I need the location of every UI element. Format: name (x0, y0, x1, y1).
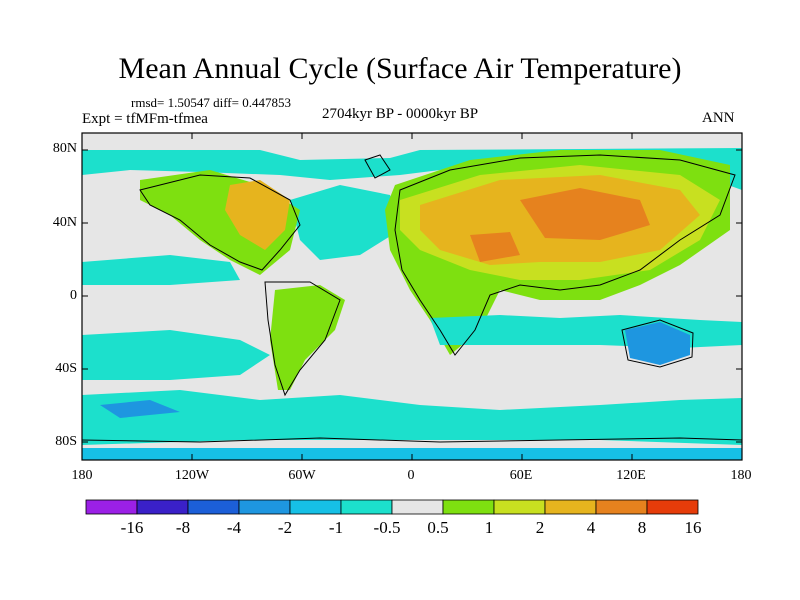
colorbar (85, 499, 699, 515)
map-title: Mean Annual Cycle (Surface Air Temperatu… (118, 52, 682, 85)
colorbar-label: -4 (226, 518, 242, 537)
colorbar-label: -8 (175, 518, 191, 537)
colorbar-swatch (136, 499, 189, 515)
coastlines (82, 154, 742, 443)
lat-label-80s: 80S (55, 434, 77, 449)
colorbar-swatch (238, 499, 291, 515)
colorbar-swatch (289, 499, 342, 515)
colorbar-swatch (544, 499, 597, 515)
colorbar-swatch (595, 499, 648, 515)
colorbar-label: 0.5 (427, 518, 449, 537)
colorbar-swatch (85, 499, 138, 515)
lat-label-0: 0 (70, 288, 77, 303)
colorbar-label: 4 (586, 518, 596, 537)
experiment-label: Expt = tfMFm-tfmea (82, 111, 208, 127)
colorbar-swatch (187, 499, 240, 515)
colorbar-swatch (442, 499, 495, 515)
colorbar-label: -2 (277, 518, 293, 537)
lon-label-180w: 180 (71, 468, 93, 483)
lon-label-180e: 180 (730, 468, 752, 483)
lat-label-40s: 40S (55, 361, 77, 376)
lat-label-80n: 80N (52, 141, 77, 156)
colorbar-swatch (493, 499, 546, 515)
lon-label-0: 0 (407, 468, 415, 483)
colorbar-swatch (646, 499, 699, 515)
axis-ticks (82, 133, 742, 460)
colorbar-label: 1 (484, 518, 494, 537)
period-label: 2704kyr BP - 0000kyr BP (322, 106, 479, 122)
colorbar-label: 2 (535, 518, 545, 537)
lat-label-40n: 40N (52, 215, 77, 230)
lon-label-60w: 60W (288, 468, 316, 483)
lon-label-120w: 120W (174, 468, 210, 483)
colorbar-label: -1 (328, 518, 344, 537)
colorbar-swatch (391, 499, 444, 515)
colorbar-swatch (340, 499, 393, 515)
colorbar-label: -16 (120, 518, 144, 537)
season-label: ANN (702, 110, 735, 126)
colorbar-label: 8 (637, 518, 647, 537)
colorbar-label: -0.5 (373, 518, 401, 537)
lon-label-120e: 120E (616, 468, 646, 483)
stats-text: rmsd= 1.50547 diff= 0.447853 (131, 95, 291, 110)
colorbar-label: 16 (684, 518, 702, 537)
anomaly-field (82, 133, 742, 460)
lon-label-60e: 60E (509, 468, 533, 483)
